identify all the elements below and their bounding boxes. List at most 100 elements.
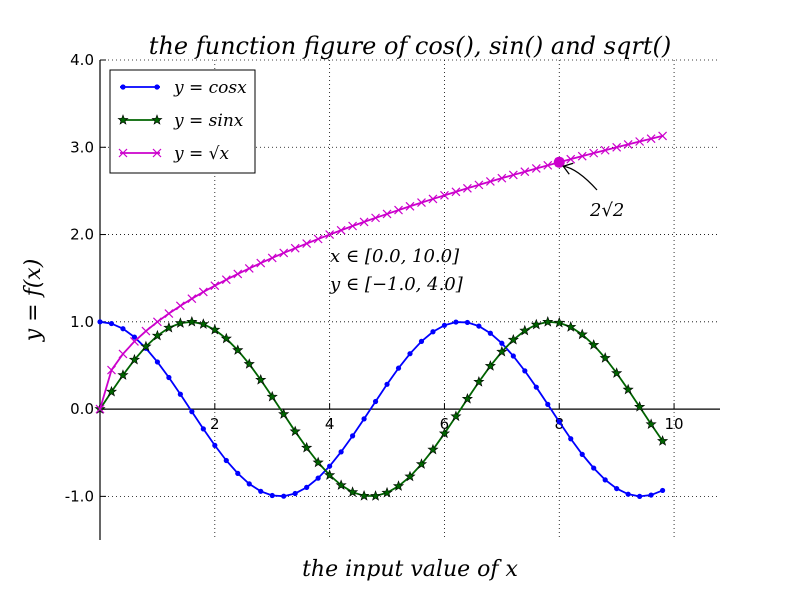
data-point-cos bbox=[281, 493, 287, 499]
data-point-sin bbox=[266, 390, 278, 402]
data-point-sin bbox=[519, 324, 531, 336]
data-point-cos bbox=[418, 338, 425, 344]
data-point-sin bbox=[542, 316, 554, 327]
x-marker-stroke bbox=[600, 145, 610, 155]
y-tick-label: 2.0 bbox=[70, 226, 94, 244]
x-marker-stroke bbox=[462, 183, 472, 193]
data-point-cos bbox=[108, 320, 115, 327]
data-point-sin bbox=[232, 344, 244, 355]
data-point-cos bbox=[246, 481, 252, 487]
legend: y = cosx y = sinx y = √x bbox=[109, 69, 256, 174]
data-point-sin bbox=[599, 352, 611, 363]
data-point-cos bbox=[591, 465, 597, 471]
data-point-sqrt bbox=[543, 160, 553, 170]
data-point-sin bbox=[335, 479, 347, 490]
x-marker-stroke bbox=[635, 137, 645, 146]
data-point-cos bbox=[120, 326, 126, 332]
data-point-sin bbox=[530, 318, 542, 330]
legend-item-sin: y = sinx bbox=[117, 111, 244, 131]
data-point-sqrt bbox=[313, 234, 323, 244]
data-point-cos bbox=[292, 490, 298, 497]
data-point-cos bbox=[545, 401, 551, 407]
data-point-cos bbox=[602, 477, 608, 483]
data-point-sqrt bbox=[623, 139, 633, 149]
legend-label: y = √x bbox=[173, 144, 229, 164]
data-point-sqrt bbox=[175, 301, 185, 311]
data-point-sqrt bbox=[382, 209, 392, 219]
annotation-arrowhead bbox=[562, 162, 574, 175]
data-point-sin bbox=[588, 339, 600, 350]
data-point-sqrt bbox=[371, 213, 380, 223]
data-point-cos bbox=[464, 319, 471, 326]
data-point-cos bbox=[166, 374, 172, 381]
data-point-cos bbox=[97, 319, 103, 325]
data-point-sqrt bbox=[508, 170, 518, 180]
data-point-sqrt bbox=[256, 258, 266, 268]
y-axis-label: y = f(x) bbox=[21, 259, 46, 343]
data-point-sqrt bbox=[497, 173, 507, 183]
x-marker-stroke bbox=[118, 148, 128, 158]
data-point-sqrt bbox=[520, 167, 530, 177]
data-point-sin bbox=[140, 340, 152, 352]
x-marker-stroke bbox=[256, 258, 266, 268]
x-tick-label: 2 bbox=[210, 415, 220, 433]
data-point-cos bbox=[304, 484, 310, 490]
y-tick-label: 1.0 bbox=[70, 313, 94, 331]
data-point-cos bbox=[487, 330, 493, 336]
data-point-sqrt bbox=[635, 137, 645, 146]
x-marker-stroke bbox=[302, 239, 312, 248]
x-marker-stroke bbox=[221, 275, 231, 285]
data-point-cos bbox=[648, 492, 654, 498]
legend-marker bbox=[120, 84, 126, 90]
data-point-sqrt bbox=[417, 198, 426, 208]
y-range-text: y ∈ [−1.0, 4.0] bbox=[329, 274, 464, 295]
data-point-sqrt bbox=[187, 294, 197, 304]
axes bbox=[99, 60, 720, 540]
x-marker-stroke bbox=[543, 160, 553, 170]
data-point-cos bbox=[453, 319, 459, 325]
data-point-sqrt bbox=[612, 142, 622, 152]
data-point-sin bbox=[415, 458, 428, 469]
data-point-sqrt bbox=[589, 148, 599, 158]
x-marker-stroke bbox=[118, 349, 128, 359]
data-point-sqrt bbox=[577, 151, 587, 161]
data-point-sin bbox=[312, 456, 324, 468]
data-point-sqrt bbox=[290, 243, 300, 253]
data-point-sin bbox=[507, 333, 519, 345]
data-point-sqrt bbox=[210, 281, 220, 291]
x-marker-stroke bbox=[371, 213, 380, 223]
data-point-sqrt bbox=[141, 326, 151, 336]
data-point-sin bbox=[301, 441, 313, 453]
x-marker-stroke bbox=[336, 225, 346, 235]
data-point-cos bbox=[430, 329, 436, 335]
data-point-sin bbox=[461, 393, 473, 404]
data-point-sin bbox=[496, 345, 508, 357]
x-marker-stroke bbox=[95, 404, 105, 414]
x-marker-stroke bbox=[175, 301, 185, 311]
data-point-sin bbox=[427, 443, 439, 455]
data-point-sqrt bbox=[152, 317, 162, 327]
x-marker-stroke bbox=[107, 365, 116, 375]
x-marker-stroke bbox=[566, 154, 576, 164]
x-marker-stroke bbox=[405, 201, 415, 211]
range-text: x ∈ [0.0, 10.0] y ∈ [−1.0, 4.0] bbox=[329, 246, 464, 295]
x-tick-label: 6 bbox=[440, 415, 450, 433]
data-point-sin bbox=[278, 408, 290, 419]
x-marker-stroke bbox=[531, 164, 541, 173]
x-marker-stroke bbox=[130, 337, 139, 346]
data-point-cos bbox=[327, 463, 333, 469]
data-point-sqrt bbox=[325, 230, 335, 239]
data-point-cos bbox=[659, 487, 666, 494]
data-point-sin bbox=[255, 373, 267, 385]
x-marker-stroke bbox=[210, 281, 220, 291]
x-marker-stroke bbox=[577, 151, 587, 161]
data-point-sin bbox=[553, 316, 565, 328]
data-point-sin bbox=[369, 490, 382, 501]
annotation: 2√2 bbox=[553, 156, 624, 221]
data-point-sqrt bbox=[95, 404, 105, 414]
data-point-cos bbox=[212, 442, 218, 448]
data-point-sqrt bbox=[600, 145, 610, 155]
x-marker-stroke bbox=[520, 167, 530, 177]
data-point-sin bbox=[438, 427, 451, 439]
data-point-cos bbox=[258, 488, 264, 494]
